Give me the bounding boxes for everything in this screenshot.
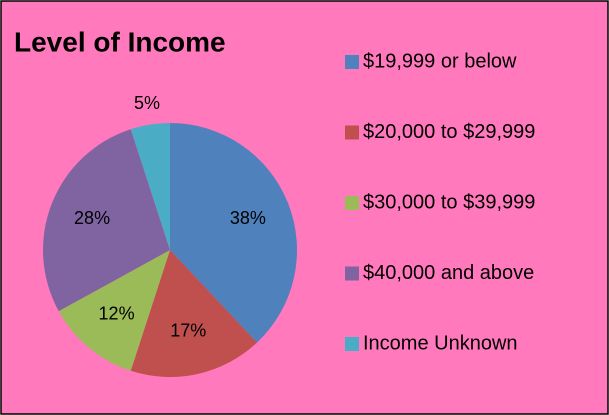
- legend-label: Income Unknown: [363, 332, 518, 354]
- data-label: 28%: [74, 208, 110, 228]
- chart-title: Level of Income: [14, 26, 226, 57]
- pie-slice: [58, 250, 170, 371]
- data-label: 5%: [134, 93, 160, 113]
- pie-slice: [170, 123, 297, 343]
- legend-label: $19,999 or below: [363, 50, 517, 72]
- legend-label: $20,000 to $29,999: [363, 121, 535, 143]
- pie-slice: [130, 250, 257, 377]
- legend-swatch: [345, 196, 359, 210]
- legend-swatch: [345, 55, 359, 69]
- legend-label: $40,000 and above: [363, 262, 534, 284]
- legend-label: $30,000 to $39,999: [363, 191, 535, 213]
- pie-slice: [130, 123, 170, 250]
- data-label: 38%: [230, 208, 266, 228]
- legend-swatch: [345, 337, 359, 351]
- legend-swatch: [345, 266, 359, 281]
- data-label: 12%: [99, 303, 135, 323]
- pie-slice: [43, 129, 170, 312]
- legend-swatch: [345, 125, 359, 140]
- data-label: 17%: [170, 321, 206, 341]
